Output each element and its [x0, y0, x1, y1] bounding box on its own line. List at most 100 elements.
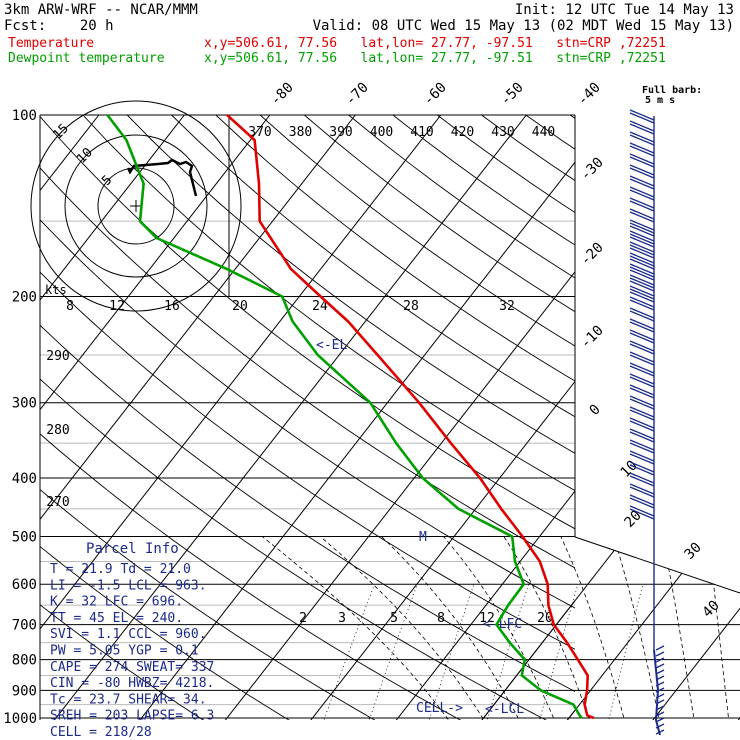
barb-flag [629, 497, 655, 509]
parcel-info-row: K = 32 LFC = 696. [50, 595, 183, 610]
isotherm [40, 114, 356, 521]
dry-adiabat [259, 114, 575, 347]
barb-low-flag [655, 699, 665, 705]
grid-lower-clip-group [40, 536, 740, 720]
isotherm-ext [473, 536, 626, 720]
mixing-ratio-line [536, 584, 579, 720]
barb-flag [629, 450, 655, 462]
parcel-info-row: PW = 5.05 YGP = 0.1 [50, 644, 199, 659]
barb-flag [629, 296, 655, 308]
dry-adiabat [82, 114, 575, 492]
parcel-info-row: Tc = 23.7 SHEAR= 34. [50, 692, 207, 707]
barb-flag [629, 142, 655, 154]
dry-adiabat [40, 433, 462, 720]
mixing-ratio-label: 5 [390, 611, 398, 626]
barb-low-flag [655, 729, 665, 735]
mixing-ratio-line [319, 584, 375, 720]
temperature-label: -20 [578, 240, 607, 269]
hodo-ring-label: 10 [74, 145, 96, 167]
legend-temperature-name: Temperature [8, 36, 95, 51]
hodo-axis-label: 28 [403, 299, 419, 314]
temperature-label: -70 [343, 80, 372, 109]
barb-note-line2: 5 m s [645, 95, 675, 106]
barb-flag [629, 494, 655, 506]
barb-flag [629, 340, 655, 352]
barb-flag [629, 233, 655, 245]
isotherm [40, 114, 442, 630]
forecast-hour: Fcst: 20 h [4, 18, 114, 34]
isotherm [730, 115, 740, 731]
barb-flag [629, 508, 655, 520]
barb-flag [629, 354, 655, 366]
barb-flag [629, 307, 655, 319]
barb-low-flag [655, 657, 665, 663]
lfc-marker: <-LFC [483, 617, 522, 632]
barb-low-flag [655, 681, 665, 687]
parcel-info-row: SREH = 203 LAPSE= 6.3 [50, 709, 214, 724]
pressure-label: 1000 [3, 711, 37, 727]
barb-low-flag [655, 711, 665, 717]
isotherm-ext [644, 536, 740, 720]
barb-flag [629, 269, 655, 281]
temperature-label: 40 [700, 598, 723, 621]
barb-flag [629, 178, 655, 190]
mixing-ratio-label: 8 [437, 611, 445, 626]
model-title: 3km ARW-WRF -- NCAR/MMM [4, 2, 198, 18]
barb-flag [629, 384, 655, 396]
isotherm [139, 161, 575, 720]
barb-note-line1: Full barb: [642, 85, 702, 96]
dry-adiabat [481, 114, 575, 182]
pressure-label: 200 [12, 290, 37, 306]
barb-flag [629, 376, 655, 388]
moist-adiabat [103, 536, 526, 720]
isotherm [395, 490, 575, 720]
barb-flag [629, 153, 655, 165]
barb-low-flag [655, 717, 665, 723]
pressure-label: 500 [12, 529, 37, 545]
barb-flag [629, 236, 655, 248]
m-marker: M [419, 530, 427, 545]
hodo-axis-label: 16 [164, 299, 180, 314]
legend-dewpoint-info: x,y=506.61, 77.56 lat,lon= 27.77, -97.51… [204, 51, 666, 66]
barb-low-flag [655, 675, 665, 681]
barb-flag [629, 486, 655, 498]
isotherm [645, 115, 740, 731]
moist-adiabat [483, 536, 662, 720]
parcel-info-row: SVI = 1.1 CCL = 960. [50, 627, 207, 642]
pressure-label: 600 [12, 577, 37, 593]
theta-label: 390 [329, 125, 352, 140]
pressure-label: 800 [12, 653, 37, 669]
temperature-label: 30 [682, 540, 705, 563]
hodo-ring-label: 5 [99, 173, 115, 189]
temperature-label: 10 [618, 458, 641, 481]
isotherm [40, 114, 185, 301]
hodo-ring [30, 100, 242, 312]
barb-flag [629, 453, 655, 465]
legend-dewpoint-name: Dewpoint temperature [8, 51, 165, 66]
dry-adiabat [40, 167, 575, 569]
hodo-trace [126, 158, 198, 197]
mixing-ratio-label: 3 [338, 611, 346, 626]
barb-flag [629, 343, 655, 355]
barb-low-flag [655, 723, 665, 729]
barb-flag [629, 225, 655, 237]
barb-flag [629, 222, 655, 234]
parcel-info-panel: Parcel Info T = 21.9 Td = 21.0LI = -1.5 L… [50, 541, 214, 740]
theta-label: 410 [410, 125, 433, 140]
barb-flag [629, 475, 655, 487]
barb-flag [629, 299, 655, 311]
theta-label: 400 [370, 125, 393, 140]
init-time: Init: 12 UTC Tue 14 May 13 [514, 2, 734, 18]
hodo-axis-label: 24 [312, 299, 328, 314]
barb-flag [629, 420, 655, 432]
barb-flag [629, 373, 655, 385]
barb-flag [629, 164, 655, 176]
barb-low-flag [655, 693, 665, 699]
barb-flag [629, 442, 655, 454]
hodo-axis-label: 12 [109, 299, 125, 314]
isotherm-ext [729, 536, 740, 720]
dry-adiabat [40, 219, 575, 609]
barb-flag [629, 351, 655, 363]
dry-adiabat [304, 114, 575, 313]
barb-flag [629, 409, 655, 421]
